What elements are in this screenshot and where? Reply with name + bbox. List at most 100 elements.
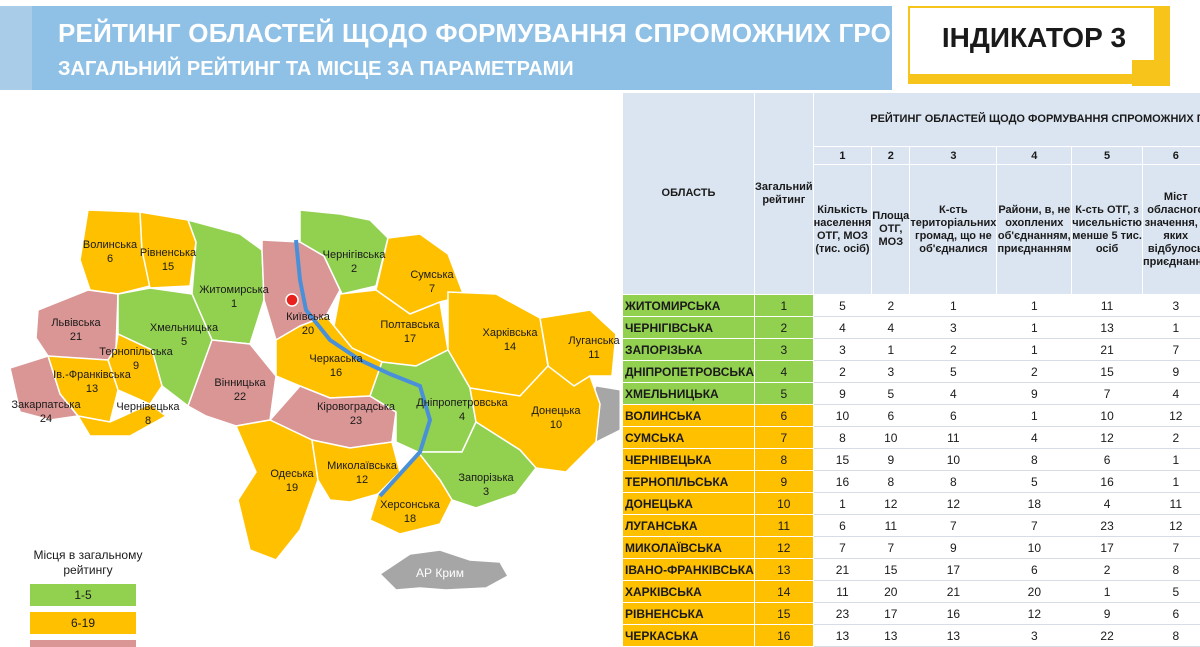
row-param-4-value: 1: [996, 294, 1073, 317]
row-param-3-value: 4: [909, 382, 998, 405]
map-region-label: Рівненська: [140, 247, 197, 259]
map-region-crimea: [378, 549, 510, 591]
row-param-5-value: 1: [1071, 580, 1143, 603]
row-overall-rank: 14: [753, 580, 814, 603]
legend-item-yellow: 6-19: [30, 612, 136, 634]
param-label-3: К-сть територіальних громад, що не об'єд…: [909, 164, 998, 295]
row-param-5-value: 13: [1071, 316, 1143, 339]
row-param-5-value: 16: [1071, 470, 1143, 493]
row-param-5-value: 22: [1071, 624, 1143, 647]
row-param-6-value: 5: [1141, 580, 1200, 603]
map-region-rank: 11: [588, 349, 599, 361]
table-row: ЖИТОМИРСЬКА152111134: [622, 294, 1200, 317]
row-param-3-value: 16: [909, 602, 998, 625]
row-overall-rank: 10: [753, 492, 814, 515]
map-region-rank: 13: [86, 383, 98, 395]
row-region-name: ДОНЕЦЬКА: [622, 492, 755, 515]
row-param-3-value: 1: [909, 294, 998, 317]
map-region-label: Хмельницька: [150, 322, 219, 334]
map-region-rank: 18: [404, 513, 416, 525]
map-legend: Місця в загальному рейтингу 1-5 6-19: [30, 548, 146, 647]
row-param-3-value: 6: [909, 404, 998, 427]
row-param-1-value: 16: [812, 470, 873, 493]
row-param-1-value: 7: [812, 536, 873, 559]
row-param-2-value: 10: [871, 426, 911, 449]
ukraine-map: Волинська 6 Рівненська 15 Житомирська 1 Київсь…: [0, 190, 621, 591]
row-param-4-value: 1: [996, 338, 1073, 361]
row-param-2-value: 8: [871, 470, 911, 493]
map-region-label: Херсонська: [380, 499, 441, 511]
table-row: ДНІПРОПЕТРОВСЬКА423521591: [622, 360, 1200, 383]
row-param-5-value: 2: [1071, 558, 1143, 581]
map-region-label: Житомирська: [199, 284, 269, 296]
row-param-4-value: 4: [996, 426, 1073, 449]
row-param-1-value: 3: [812, 338, 873, 361]
row-param-2-value: 4: [871, 316, 911, 339]
row-param-1-value: 4: [812, 316, 873, 339]
row-param-2-value: 17: [871, 602, 911, 625]
row-param-2-value: 7: [871, 536, 911, 559]
map-region-rank: 22: [234, 391, 246, 403]
row-param-5-value: 6: [1071, 448, 1143, 471]
row-param-1-value: 21: [812, 558, 873, 581]
table-row: ХАРКІВСЬКА1411202120151: [622, 580, 1200, 603]
row-param-1-value: 5: [812, 294, 873, 317]
row-param-4-value: 3: [996, 624, 1073, 647]
row-region-name: МИКОЛАЇВСЬКА: [622, 536, 755, 559]
row-overall-rank: 5: [753, 382, 814, 405]
row-overall-rank: 3: [753, 338, 814, 361]
row-param-3-value: 17: [909, 558, 998, 581]
row-param-5-value: 15: [1071, 360, 1143, 383]
row-param-3-value: 8: [909, 470, 998, 493]
param-label-5: К-сть ОТГ, з чисельністю менше 5 тис. ос…: [1071, 164, 1143, 295]
row-param-5-value: 21: [1071, 338, 1143, 361]
table-row: ЧЕРКАСЬКА16131313322814: [622, 624, 1200, 647]
map-region-label: Чернігівська: [323, 249, 387, 261]
row-param-3-value: 5: [909, 360, 998, 383]
row-region-name: ЧЕРНІГІВСЬКА: [622, 316, 755, 339]
map-region: [234, 419, 319, 561]
param-label-2: Площа ОТГ, МОЗ: [871, 164, 911, 295]
table-title: РЕЙТИНГ ОБЛАСТЕЙ ЩОДО ФОРМУВАННЯ СПРОМОЖ…: [812, 92, 1200, 147]
row-param-2-value: 11: [871, 514, 911, 537]
row-param-6-value: 7: [1141, 536, 1200, 559]
row-param-3-value: 21: [909, 580, 998, 603]
map-region-label: Львівська: [51, 317, 101, 329]
row-overall-rank: 15: [753, 602, 814, 625]
map-region-rank: 10: [550, 419, 562, 431]
table-row: ЛУГАНСЬКА116117723121: [622, 514, 1200, 537]
map-region-label: Київська: [286, 311, 331, 323]
table-row: ХМЕЛЬНИЦЬКА59549741: [622, 382, 1200, 405]
row-param-6-value: 2: [1141, 426, 1200, 449]
header-banner: РЕЙТИНГ ОБЛАСТЕЙ ЩОДО ФОРМУВАННЯ СПРОМОЖ…: [32, 6, 951, 90]
row-param-4-value: 6: [996, 558, 1073, 581]
map-region-rank: 5: [181, 336, 187, 348]
row-param-3-value: 7: [909, 514, 998, 537]
row-overall-rank: 6: [753, 404, 814, 427]
row-region-name: ХМЕЛЬНИЦЬКА: [622, 382, 755, 405]
row-param-2-value: 1: [871, 338, 911, 361]
row-param-6-value: 12: [1141, 404, 1200, 427]
header-accent-bar: [0, 6, 32, 90]
map-region-label: Миколаївська: [327, 460, 398, 472]
row-region-name: СУМСЬКА: [622, 426, 755, 449]
ukraine-map-svg: Волинська 6 Рівненська 15 Житомирська 1 Київсь…: [9, 209, 621, 591]
map-region-rank: 1: [231, 298, 237, 310]
table-row: ЧЕРНІВЕЦЬКА81591086110: [622, 448, 1200, 471]
row-region-name: ДНІПРОПЕТРОВСЬКА: [622, 360, 755, 383]
row-param-6-value: 8: [1141, 558, 1200, 581]
map-region-rank: 12: [356, 474, 368, 486]
table-row: МИКОЛАЇВСЬКА127791017711: [622, 536, 1200, 559]
row-param-3-value: 12: [909, 492, 998, 515]
map-region: [469, 364, 601, 473]
row-overall-rank: 7: [753, 426, 814, 449]
row-param-2-value: 12: [871, 492, 911, 515]
table-row: ВОЛИНСЬКА61066110121: [622, 404, 1200, 427]
row-region-name: ТЕРНОПІЛЬСЬКА: [622, 470, 755, 493]
row-param-2-value: 13: [871, 624, 911, 647]
row-param-5-value: 7: [1071, 382, 1143, 405]
row-param-4-value: 9: [996, 382, 1073, 405]
row-param-6-value: 8: [1141, 624, 1200, 647]
row-overall-rank: 12: [753, 536, 814, 559]
